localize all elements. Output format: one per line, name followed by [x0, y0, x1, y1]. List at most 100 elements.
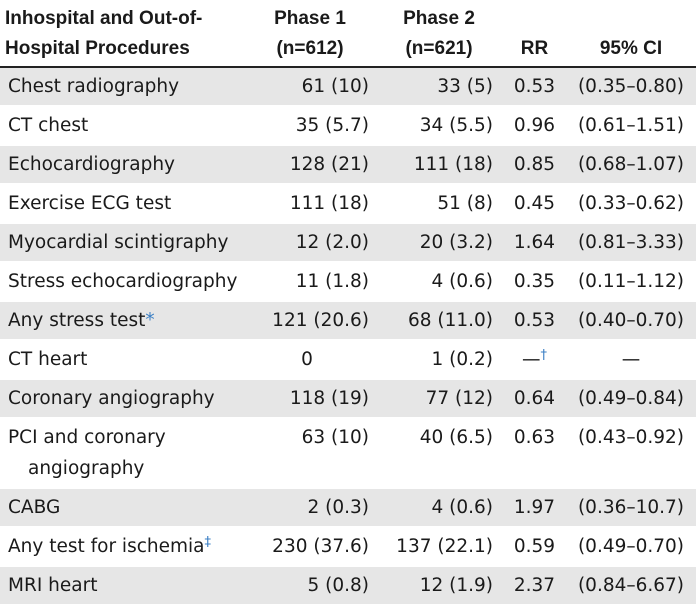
procedure-name: Coronary angiography	[8, 383, 245, 414]
phase1-value: 121 (20.6)	[245, 301, 375, 341]
procedure-name-cell: Exercise ECG test	[0, 184, 245, 224]
table-row: Exercise ECG test 111 (18) 51 (8) 0.45 (0.33…	[0, 184, 696, 224]
phase1-value: 111 (18)	[245, 184, 375, 224]
ci-value: (0.11–1.12)	[566, 262, 696, 302]
procedure-name-cell: PCI and coronary angiography	[0, 418, 245, 489]
procedure-name-text: Exercise ECG test	[8, 193, 172, 214]
header-procedures-line2: Hospital Procedures	[5, 38, 190, 59]
header-phase2-line2: (n=621)	[405, 38, 473, 59]
rr-text: 1.64	[513, 232, 556, 253]
rr-text: 0.53	[513, 310, 556, 331]
header-phase1: Phase 1 (n=612)	[245, 0, 375, 68]
rr-value: 0.53	[503, 67, 566, 107]
phase2-value: 20 (3.2)	[375, 223, 503, 263]
rr-text: 0.96	[513, 115, 556, 136]
procedure-name: Stress echocardiography	[8, 266, 245, 297]
footnote-mark: ‡	[204, 535, 212, 550]
procedure-name-text: CABG	[8, 497, 61, 518]
rr-value: 1.97	[503, 488, 566, 528]
ci-value: (0.43–0.92)	[566, 418, 696, 489]
phase2-value: 4 (0.6)	[375, 488, 503, 528]
rr-value: 0.35	[503, 262, 566, 302]
procedure-name: CT chest	[8, 110, 245, 141]
procedure-name-cell: CT heart	[0, 340, 245, 380]
procedure-name: Exercise ECG test	[8, 188, 245, 219]
table-row: Coronary angiography 118 (19) 77 (12) 0.64 (…	[0, 379, 696, 419]
phase2-value: 137 (22.1)	[375, 527, 503, 567]
table-row: Echocardiography 128 (21) 111 (18) 0.85 (0.6…	[0, 145, 696, 185]
procedure-name: Chest radiography	[8, 71, 245, 102]
table-row: Chest radiography 61 (10) 33 (5) 0.53 (0.35–…	[0, 67, 696, 107]
rr-text: 0.53	[513, 76, 556, 97]
header-ci: 95% CI	[566, 0, 696, 68]
table-row: Any stress test* 121 (20.6) 68 (11.0) 0.53 (…	[0, 301, 696, 341]
procedure-name-text: Any stress test	[8, 310, 146, 331]
rr-text: —	[522, 349, 541, 370]
rr-value: 0.63	[503, 418, 566, 489]
table-row: CT heart 0 1 (0.2) —† —	[0, 340, 696, 380]
procedure-name-text: Echocardiography	[8, 154, 175, 175]
rr-value: 0.45	[503, 184, 566, 224]
procedure-name: CT heart	[8, 344, 245, 375]
procedure-name: PCI and coronary angiography	[8, 422, 245, 484]
rr-value: 0.85	[503, 145, 566, 185]
table-row: Myocardial scintigraphy 12 (2.0) 20 (3.2) 1…	[0, 223, 696, 263]
phase2-value: 33 (5)	[375, 67, 503, 107]
procedure-name-text: PCI and coronary angiography	[8, 427, 166, 479]
table-row: Any test for ischemia‡ 230 (37.6) 137 (22.…	[0, 527, 696, 567]
ci-value: (0.40–0.70)	[566, 301, 696, 341]
phase1-value: 230 (37.6)	[245, 527, 375, 567]
ci-value: —	[566, 340, 696, 380]
phase2-value: 68 (11.0)	[375, 301, 503, 341]
ci-value: (0.84–6.67)	[566, 566, 696, 606]
procedure-name-text: Coronary angiography	[8, 388, 215, 409]
table-row: Stress echocardiography 11 (1.8) 4 (0.6) 0.…	[0, 262, 696, 302]
phase2-value: 51 (8)	[375, 184, 503, 224]
procedure-name-text: CT heart	[8, 349, 88, 370]
rr-text: 0.45	[513, 193, 556, 214]
table-header: Inhospital and Out-of- Hospital Procedure…	[0, 0, 696, 68]
header-procedures-line1: Inhospital and Out-of-	[5, 8, 203, 29]
phase1-value: 0	[245, 340, 375, 380]
procedure-name-cell: Coronary angiography	[0, 379, 245, 419]
procedure-name-cell: Myocardial scintigraphy	[0, 223, 245, 263]
procedure-name: CABG	[8, 492, 245, 523]
procedure-name-cell: Any test for ischemia‡	[0, 527, 245, 567]
phase2-value: 111 (18)	[375, 145, 503, 185]
procedure-name: Any test for ischemia‡	[8, 531, 245, 562]
table-body: Chest radiography 61 (10) 33 (5) 0.53 (0.35–…	[0, 67, 696, 606]
phase1-value: 2 (0.3)	[245, 488, 375, 528]
rr-text: 1.97	[513, 497, 556, 518]
procedure-name: Any stress test*	[8, 305, 245, 336]
ci-value: (0.36–10.7)	[566, 488, 696, 528]
procedure-name-text: Stress echocardiography	[8, 271, 238, 292]
header-procedures: Inhospital and Out-of- Hospital Procedure…	[0, 0, 245, 68]
phase1-value: 12 (2.0)	[245, 223, 375, 263]
procedure-name-text: CT chest	[8, 115, 89, 136]
rr-text: 0.35	[513, 271, 556, 292]
rr-text: 0.59	[513, 536, 556, 557]
procedure-name-cell: Any stress test*	[0, 301, 245, 341]
procedure-name-cell: Stress echocardiography	[0, 262, 245, 302]
table-row: CABG 2 (0.3) 4 (0.6) 1.97 (0.36–10.7)	[0, 488, 696, 528]
header-phase2-line1: Phase 2	[403, 8, 475, 29]
procedure-name-text: Myocardial scintigraphy	[8, 232, 229, 253]
phase2-value: 34 (5.5)	[375, 106, 503, 146]
rr-text: 2.37	[513, 575, 556, 596]
rr-text: 0.63	[513, 427, 556, 448]
phase2-value: 40 (6.5)	[375, 418, 503, 489]
phase2-value: 1 (0.2)	[375, 340, 503, 380]
rr-value: 1.64	[503, 223, 566, 263]
procedure-name-cell: MRI heart	[0, 566, 245, 606]
procedure-name-cell: CT chest	[0, 106, 245, 146]
header-phase1-line1: Phase 1	[274, 8, 346, 29]
header-row: Inhospital and Out-of- Hospital Procedure…	[0, 0, 696, 68]
phase1-value: 35 (5.7)	[245, 106, 375, 146]
phase2-value: 4 (0.6)	[375, 262, 503, 302]
procedure-name: Echocardiography	[8, 149, 245, 180]
table-row: CT chest 35 (5.7) 34 (5.5) 0.96 (0.61–1.51)	[0, 106, 696, 146]
rr-value: 0.59	[503, 527, 566, 567]
procedure-name-cell: Echocardiography	[0, 145, 245, 185]
header-phase1-line2: (n=612)	[276, 38, 344, 59]
